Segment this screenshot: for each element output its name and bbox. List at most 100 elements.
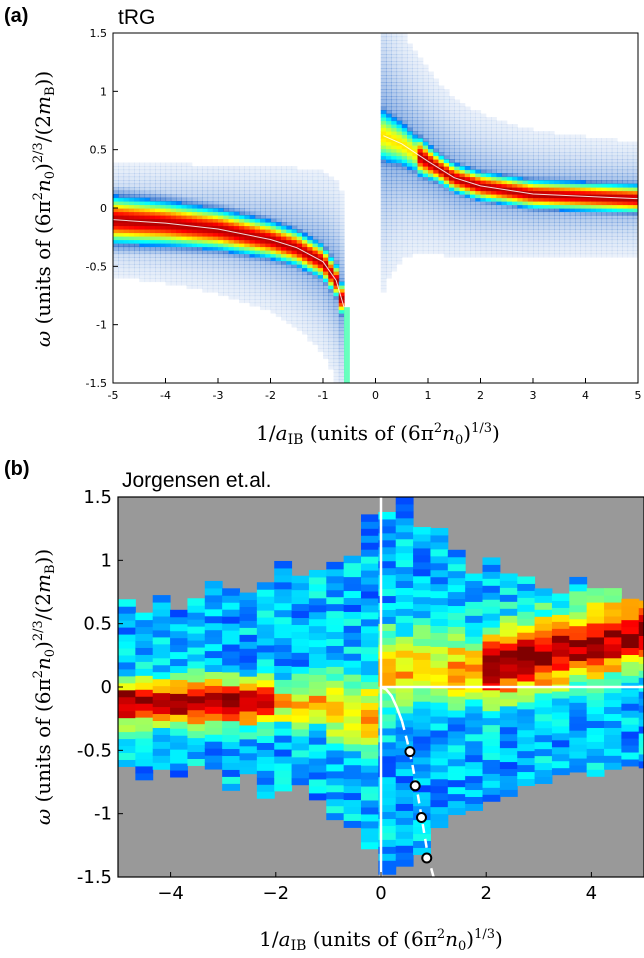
heatmap-cell: [380, 127, 387, 132]
heatmap-cell: [265, 302, 272, 307]
heatmap-cell: [512, 155, 518, 160]
heatmap-cell: [475, 110, 482, 115]
heatmap-cell: [551, 607, 570, 615]
heatmap-cell: [548, 201, 555, 206]
heatmap-cell: [412, 82, 419, 87]
heatmap-cell: [343, 702, 362, 710]
heatmap-cell: [449, 103, 455, 108]
heatmap-cell: [617, 194, 623, 199]
heatmap-cell: [590, 218, 597, 223]
heatmap-cell: [212, 215, 219, 220]
heatmap-cell: [491, 229, 497, 234]
y-tick-label: -0.5: [86, 260, 107, 273]
heatmap-cell: [475, 246, 482, 251]
heatmap-cell: [512, 124, 518, 129]
heatmap-cell: [606, 239, 613, 244]
heatmap-cell: [144, 176, 151, 181]
heatmap-cell: [569, 751, 588, 759]
heatmap-cell: [338, 215, 345, 220]
heatmap-cell: [152, 657, 171, 666]
heatmap-cell: [149, 232, 156, 237]
heatmap-cell: [149, 264, 156, 269]
heatmap-cell: [118, 759, 136, 767]
heatmap-cell: [433, 99, 440, 104]
heatmap-cell: [617, 197, 623, 202]
heatmap-cell: [449, 176, 455, 181]
heatmap-cell: [569, 190, 576, 195]
heatmap-cell: [326, 694, 345, 702]
heatmap-cell: [323, 236, 329, 241]
heatmap-cell: [254, 183, 261, 188]
heatmap-cell: [265, 222, 272, 227]
heatmap-cell: [449, 120, 455, 125]
heatmap-cell: [286, 232, 293, 237]
heatmap-cell: [134, 267, 140, 272]
heatmap-cell: [554, 190, 560, 195]
heatmap-cell: [401, 169, 408, 174]
heatmap-cell: [470, 218, 476, 223]
heatmap-cell: [417, 61, 424, 66]
heatmap-cell: [323, 334, 329, 339]
heatmap-cell: [165, 215, 172, 220]
heatmap-cell: [512, 197, 518, 202]
heatmap-cell: [239, 173, 245, 178]
heatmap-cell: [361, 528, 379, 536]
heatmap-cell: [551, 760, 570, 769]
heatmap-cell: [407, 243, 413, 248]
heatmap-cell: [317, 201, 324, 206]
heatmap-cell: [627, 201, 634, 206]
heatmap-cell: [412, 173, 419, 178]
heatmap-cell: [386, 253, 392, 258]
heatmap-cell: [617, 155, 623, 160]
heatmap-cell: [170, 267, 177, 272]
heatmap-cell: [554, 138, 560, 143]
heatmap-cell: [601, 138, 608, 143]
heatmap-cell: [254, 215, 261, 220]
heatmap-cell: [380, 78, 387, 83]
heatmap-cell: [333, 187, 340, 192]
heatmap-cell: [475, 215, 482, 220]
heatmap-cell: [554, 229, 560, 234]
heatmap-cell: [338, 267, 345, 272]
heatmap-cell: [433, 85, 440, 90]
heatmap-cell: [395, 685, 414, 693]
heatmap-cell: [307, 215, 314, 220]
heatmap-cell: [212, 180, 219, 185]
heatmap-cell: [118, 675, 136, 684]
heatmap-cell: [191, 187, 198, 192]
heatmap-cell: [274, 756, 293, 764]
heatmap-cell: [499, 601, 518, 609]
heatmap-cell: [296, 204, 303, 209]
heatmap-cell: [533, 243, 539, 248]
heatmap-cell: [333, 323, 340, 328]
heatmap-cell: [270, 253, 277, 258]
heatmap-cell: [170, 735, 188, 743]
heatmap-cell: [128, 187, 135, 192]
heatmap-cell: [443, 96, 450, 101]
heatmap-cell: [323, 187, 329, 192]
heatmap-cell: [312, 313, 319, 318]
heatmap-cell: [428, 134, 434, 139]
heatmap-cell: [590, 208, 597, 213]
heatmap-cell: [338, 341, 345, 346]
heatmap-cell: [438, 159, 445, 164]
heatmap-cell: [118, 246, 125, 251]
heatmap-cell: [538, 183, 545, 188]
heatmap-cell: [580, 190, 587, 195]
heatmap-cell: [554, 148, 560, 153]
heatmap-cell: [380, 229, 387, 234]
heatmap-cell: [191, 169, 198, 174]
heatmap-cell: [622, 218, 629, 223]
heatmap-cell: [590, 229, 597, 234]
heatmap-cell: [254, 253, 261, 258]
heatmap-cell: [244, 292, 251, 297]
heatmap-cell: [286, 194, 293, 199]
heatmap-cell: [378, 567, 397, 576]
heatmap-cell: [604, 643, 622, 652]
heatmap-cell: [296, 218, 303, 223]
heatmap-cell: [134, 180, 140, 185]
heatmap-cell: [464, 110, 471, 115]
heatmap-cell: [465, 740, 484, 749]
heatmap-cell: [281, 222, 287, 227]
heatmap-cell: [422, 120, 429, 125]
